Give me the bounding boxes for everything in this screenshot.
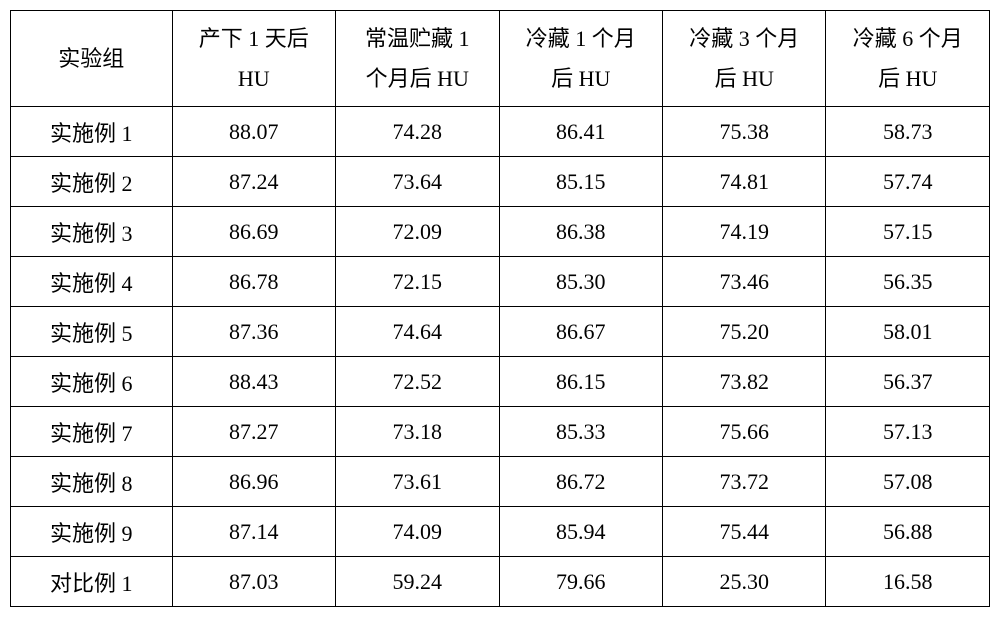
- data-table-container: 实验组 产下 1 天后 HU 常温贮藏 1 个月后 HU 冷藏 1 个月 后 H…: [10, 10, 990, 607]
- table-cell-group: 实施例 4: [11, 257, 173, 307]
- table-body: 实施例 188.0774.2886.4175.3858.73实施例 287.24…: [11, 107, 990, 607]
- table-row: 实施例 987.1474.0985.9475.4456.88: [11, 507, 990, 557]
- table-cell-day1: 87.27: [172, 407, 335, 457]
- table-row: 实施例 587.3674.6486.6775.2058.01: [11, 307, 990, 357]
- table-cell-cold1m: 86.67: [499, 307, 662, 357]
- header-cold3m-line1: 冷藏 3 个月: [667, 19, 821, 59]
- table-cell-day1: 86.69: [172, 207, 335, 257]
- table-cell-group: 实施例 3: [11, 207, 173, 257]
- table-cell-group: 实施例 5: [11, 307, 173, 357]
- table-cell-cold3m: 75.44: [662, 507, 825, 557]
- table-cell-group: 实施例 7: [11, 407, 173, 457]
- table-cell-cold1m: 86.38: [499, 207, 662, 257]
- header-cold1m: 冷藏 1 个月 后 HU: [499, 11, 662, 107]
- table-cell-day1: 88.43: [172, 357, 335, 407]
- table-row: 实施例 688.4372.5286.1573.8256.37: [11, 357, 990, 407]
- table-cell-day1: 86.78: [172, 257, 335, 307]
- table-cell-cold6m: 58.73: [826, 107, 990, 157]
- header-day1-line1: 产下 1 天后: [177, 19, 331, 59]
- header-cold3m: 冷藏 3 个月 后 HU: [662, 11, 825, 107]
- table-cell-room1m: 73.61: [336, 457, 499, 507]
- table-cell-room1m: 72.09: [336, 207, 499, 257]
- table-cell-cold3m: 75.66: [662, 407, 825, 457]
- header-day1-line2: HU: [177, 59, 331, 99]
- table-cell-cold6m: 56.37: [826, 357, 990, 407]
- header-cold6m-line2: 后 HU: [830, 59, 985, 99]
- table-row: 对比例 187.0359.2479.6625.3016.58: [11, 557, 990, 607]
- table-row: 实施例 287.2473.6485.1574.8157.74: [11, 157, 990, 207]
- table-cell-cold6m: 57.15: [826, 207, 990, 257]
- table-cell-cold1m: 85.33: [499, 407, 662, 457]
- table-cell-cold6m: 57.74: [826, 157, 990, 207]
- table-cell-cold6m: 56.35: [826, 257, 990, 307]
- table-header-row: 实验组 产下 1 天后 HU 常温贮藏 1 个月后 HU 冷藏 1 个月 后 H…: [11, 11, 990, 107]
- table-cell-day1: 87.24: [172, 157, 335, 207]
- table-cell-day1: 87.36: [172, 307, 335, 357]
- table-cell-room1m: 59.24: [336, 557, 499, 607]
- header-room1m: 常温贮藏 1 个月后 HU: [336, 11, 499, 107]
- table-cell-group: 对比例 1: [11, 557, 173, 607]
- table-cell-cold3m: 75.38: [662, 107, 825, 157]
- table-cell-room1m: 72.52: [336, 357, 499, 407]
- table-cell-room1m: 72.15: [336, 257, 499, 307]
- data-table: 实验组 产下 1 天后 HU 常温贮藏 1 个月后 HU 冷藏 1 个月 后 H…: [10, 10, 990, 607]
- table-cell-room1m: 73.18: [336, 407, 499, 457]
- table-cell-cold3m: 75.20: [662, 307, 825, 357]
- table-row: 实施例 886.9673.6186.7273.7257.08: [11, 457, 990, 507]
- table-cell-day1: 87.03: [172, 557, 335, 607]
- header-cold1m-line1: 冷藏 1 个月: [504, 19, 658, 59]
- table-cell-room1m: 74.28: [336, 107, 499, 157]
- table-cell-group: 实施例 9: [11, 507, 173, 557]
- table-cell-group: 实施例 2: [11, 157, 173, 207]
- table-cell-cold1m: 86.15: [499, 357, 662, 407]
- table-cell-cold1m: 79.66: [499, 557, 662, 607]
- table-cell-room1m: 74.64: [336, 307, 499, 357]
- table-row: 实施例 386.6972.0986.3874.1957.15: [11, 207, 990, 257]
- table-cell-cold3m: 74.81: [662, 157, 825, 207]
- header-cold1m-line2: 后 HU: [504, 59, 658, 99]
- table-cell-cold3m: 73.72: [662, 457, 825, 507]
- table-cell-day1: 86.96: [172, 457, 335, 507]
- table-row: 实施例 188.0774.2886.4175.3858.73: [11, 107, 990, 157]
- table-cell-cold6m: 58.01: [826, 307, 990, 357]
- table-cell-cold3m: 73.82: [662, 357, 825, 407]
- table-cell-cold3m: 73.46: [662, 257, 825, 307]
- table-cell-cold6m: 16.58: [826, 557, 990, 607]
- table-cell-group: 实施例 8: [11, 457, 173, 507]
- table-cell-room1m: 74.09: [336, 507, 499, 557]
- table-cell-cold3m: 74.19: [662, 207, 825, 257]
- table-cell-day1: 87.14: [172, 507, 335, 557]
- header-cold6m-line1: 冷藏 6 个月: [830, 19, 985, 59]
- header-day1: 产下 1 天后 HU: [172, 11, 335, 107]
- header-room1m-line2: 个月后 HU: [340, 59, 494, 99]
- table-cell-cold1m: 85.94: [499, 507, 662, 557]
- header-group: 实验组: [11, 11, 173, 107]
- table-cell-cold6m: 57.08: [826, 457, 990, 507]
- table-cell-group: 实施例 6: [11, 357, 173, 407]
- table-header: 实验组 产下 1 天后 HU 常温贮藏 1 个月后 HU 冷藏 1 个月 后 H…: [11, 11, 990, 107]
- table-row: 实施例 486.7872.1585.3073.4656.35: [11, 257, 990, 307]
- header-room1m-line1: 常温贮藏 1: [340, 19, 494, 59]
- table-cell-cold3m: 25.30: [662, 557, 825, 607]
- table-cell-cold1m: 86.41: [499, 107, 662, 157]
- table-cell-cold1m: 86.72: [499, 457, 662, 507]
- table-cell-cold6m: 56.88: [826, 507, 990, 557]
- header-cold3m-line2: 后 HU: [667, 59, 821, 99]
- table-cell-room1m: 73.64: [336, 157, 499, 207]
- table-cell-cold1m: 85.15: [499, 157, 662, 207]
- table-cell-cold1m: 85.30: [499, 257, 662, 307]
- header-group-line2: 实验组: [15, 39, 168, 79]
- table-row: 实施例 787.2773.1885.3375.6657.13: [11, 407, 990, 457]
- header-cold6m: 冷藏 6 个月 后 HU: [826, 11, 990, 107]
- table-cell-cold6m: 57.13: [826, 407, 990, 457]
- table-cell-day1: 88.07: [172, 107, 335, 157]
- table-cell-group: 实施例 1: [11, 107, 173, 157]
